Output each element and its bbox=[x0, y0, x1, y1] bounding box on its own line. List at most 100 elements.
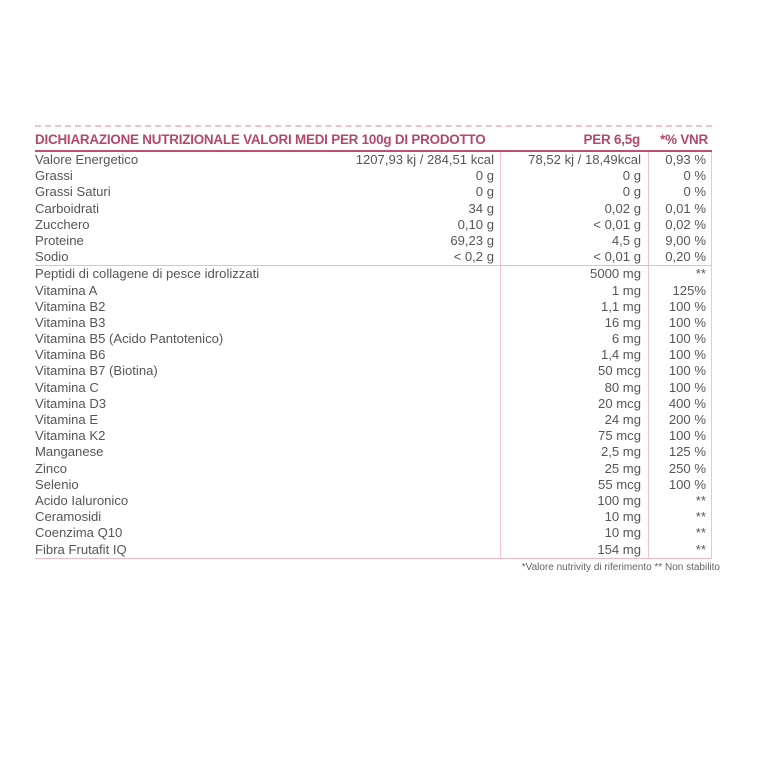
macronutrients-section: Valore Energetico 1207,93 kj / 284,51 kca… bbox=[35, 152, 712, 266]
table-row: Sodio < 0,2 g < 0,01 g 0,20 % bbox=[35, 249, 712, 266]
nutrient-label: Grassi bbox=[35, 168, 73, 184]
row-main-cell: Vitamina B7 (Biotina) bbox=[35, 363, 500, 379]
table-row: Vitamina C 80 mg 100 % bbox=[35, 379, 712, 396]
vnr-value: ** bbox=[648, 509, 712, 526]
per-serving-value: 1,1 mg bbox=[500, 298, 648, 315]
table-row: Peptidi di collagene di pesce idrolizzat… bbox=[35, 266, 712, 283]
table-row: Ceramosidi 10 mg ** bbox=[35, 509, 712, 526]
row-main-cell: Zinco bbox=[35, 461, 500, 477]
per-serving-value: 0,02 g bbox=[500, 200, 648, 217]
nutrient-label: Fibra Frutafit IQ bbox=[35, 541, 127, 557]
row-main-cell: Vitamina B6 bbox=[35, 347, 500, 363]
row-main-cell: Grassi Saturi 0 g bbox=[35, 184, 500, 200]
table-row: Vitamina B6 1,4 mg 100 % bbox=[35, 347, 712, 364]
per-100g-value: 1207,93 kj / 284,51 kcal bbox=[355, 152, 494, 167]
vnr-value: 100 % bbox=[648, 379, 712, 396]
vnr-value: 0 % bbox=[648, 168, 712, 185]
per-serving-value: 0 g bbox=[500, 168, 648, 185]
vnr-value: 125 % bbox=[648, 444, 712, 461]
table-row: Carboidrati 34 g 0,02 g 0,01 % bbox=[35, 200, 712, 217]
per-100g-value: < 0,2 g bbox=[453, 249, 494, 265]
table-row: Vitamina D3 20 mcg 400 % bbox=[35, 395, 712, 412]
vnr-value: 0 % bbox=[648, 184, 712, 201]
per-serving-value: 6 mg bbox=[500, 331, 648, 348]
vnr-value: 100 % bbox=[648, 347, 712, 364]
row-main-cell: Vitamina D3 bbox=[35, 396, 500, 412]
table-header-row: DICHIARAZIONE NUTRIZIONALE VALORI MEDI P… bbox=[35, 127, 712, 150]
table-row: Grassi Saturi 0 g 0 g 0 % bbox=[35, 184, 712, 201]
nutrient-label: Sodio bbox=[35, 249, 69, 265]
nutrient-label: Vitamina B7 (Biotina) bbox=[35, 363, 158, 379]
table-row: Coenzima Q10 10 mg ** bbox=[35, 525, 712, 542]
table-row: Fibra Frutafit IQ 154 mg ** bbox=[35, 541, 712, 558]
per-serving-value: 20 mcg bbox=[500, 395, 648, 412]
per-serving-value: 0 g bbox=[500, 184, 648, 201]
row-main-cell: Proteine 69,23 g bbox=[35, 233, 500, 249]
row-main-cell: Acido Ialuronico bbox=[35, 493, 500, 509]
per-100g-value: 0 g bbox=[475, 184, 494, 200]
table-row: Zinco 25 mg 250 % bbox=[35, 460, 712, 477]
per-serving-value: < 0,01 g bbox=[500, 216, 648, 233]
row-main-cell: Peptidi di collagene di pesce idrolizzat… bbox=[35, 266, 500, 282]
table-bottom-border bbox=[35, 557, 712, 559]
row-main-cell: Vitamina B5 (Acido Pantotenico) bbox=[35, 331, 500, 347]
vnr-value: 0,20 % bbox=[648, 249, 712, 266]
per-serving-value: 50 mcg bbox=[500, 363, 648, 380]
column-header-per-serving: PER 6,5g bbox=[583, 132, 641, 147]
nutrient-label: Ceramosidi bbox=[35, 509, 102, 525]
nutrient-label: Vitamina B2 bbox=[35, 298, 106, 314]
per-serving-value: 75 mcg bbox=[500, 428, 648, 445]
vnr-value: 125% bbox=[648, 282, 712, 299]
row-main-cell: Carboidrati 34 g bbox=[35, 201, 500, 217]
table-row: Acido Ialuronico 100 mg ** bbox=[35, 492, 712, 510]
vnr-value: 100 % bbox=[648, 428, 712, 445]
nutrient-label: Vitamina K2 bbox=[35, 428, 106, 444]
per-serving-value: 78,52 kj / 18,49kcal bbox=[500, 152, 648, 169]
table-row: Valore Energetico 1207,93 kj / 284,51 kca… bbox=[35, 152, 712, 169]
nutrient-label: Vitamina B3 bbox=[35, 314, 106, 330]
per-serving-value: 80 mg bbox=[500, 379, 648, 396]
table-row: Manganese 2,5 mg 125 % bbox=[35, 444, 712, 461]
per-serving-value: 154 mg bbox=[500, 541, 648, 558]
column-header-vnr: *% VNR bbox=[660, 132, 708, 147]
nutrient-label: Vitamina A bbox=[35, 282, 98, 298]
per-serving-value: 10 mg bbox=[500, 509, 648, 526]
vnr-value: 100 % bbox=[648, 363, 712, 380]
nutrient-label: Proteine bbox=[35, 232, 84, 248]
vnr-value: 100 % bbox=[648, 314, 712, 332]
row-main-cell: Valore Energetico 1207,93 kj / 284,51 kca… bbox=[35, 152, 500, 168]
nutrient-label: Selenio bbox=[35, 476, 79, 492]
row-main-cell: Grassi 0 g bbox=[35, 168, 500, 184]
table-row: Vitamina E 24 mg 200 % bbox=[35, 412, 712, 429]
vnr-value: 9,00 % bbox=[648, 232, 712, 250]
row-main-cell: Vitamina A bbox=[35, 283, 500, 299]
row-main-cell: Vitamina B3 bbox=[35, 315, 500, 331]
row-main-cell: Ceramosidi bbox=[35, 509, 500, 525]
table-row: Vitamina K2 75 mcg 100 % bbox=[35, 428, 712, 445]
nutrient-label: Vitamina C bbox=[35, 379, 99, 395]
per-serving-value: 5000 mg bbox=[500, 266, 648, 283]
row-main-cell: Vitamina K2 bbox=[35, 428, 500, 444]
per-serving-value: 16 mg bbox=[500, 314, 648, 332]
per-serving-value: 10 mg bbox=[500, 525, 648, 542]
vnr-value: 400 % bbox=[648, 395, 712, 412]
nutrient-label: Peptidi di collagene di pesce idrolizzat… bbox=[35, 266, 260, 282]
per-100g-value: 0,10 g bbox=[457, 216, 494, 232]
nutrient-label: Vitamina E bbox=[35, 412, 99, 427]
vnr-value: ** bbox=[648, 525, 712, 542]
header-underline bbox=[35, 150, 712, 152]
vnr-value: ** bbox=[648, 541, 712, 558]
table-row: Vitamina A 1 mg 125% bbox=[35, 282, 712, 299]
row-main-cell: Sodio < 0,2 g bbox=[35, 249, 500, 265]
table-row: Vitamina B3 16 mg 100 % bbox=[35, 314, 712, 332]
vnr-value: 0,02 % bbox=[648, 216, 712, 233]
nutrient-label: Zucchero bbox=[35, 216, 90, 232]
nutrient-label: Vitamina D3 bbox=[35, 395, 107, 411]
per-serving-value: 1,4 mg bbox=[500, 347, 648, 364]
nutrient-label: Grassi Saturi bbox=[35, 184, 111, 200]
table-row: Vitamina B7 (Biotina) 50 mcg 100 % bbox=[35, 363, 712, 380]
table-row: Proteine 69,23 g 4,5 g 9,00 % bbox=[35, 232, 712, 250]
per-serving-value: 1 mg bbox=[500, 282, 648, 299]
per-serving-value: 55 mcg bbox=[500, 476, 648, 493]
